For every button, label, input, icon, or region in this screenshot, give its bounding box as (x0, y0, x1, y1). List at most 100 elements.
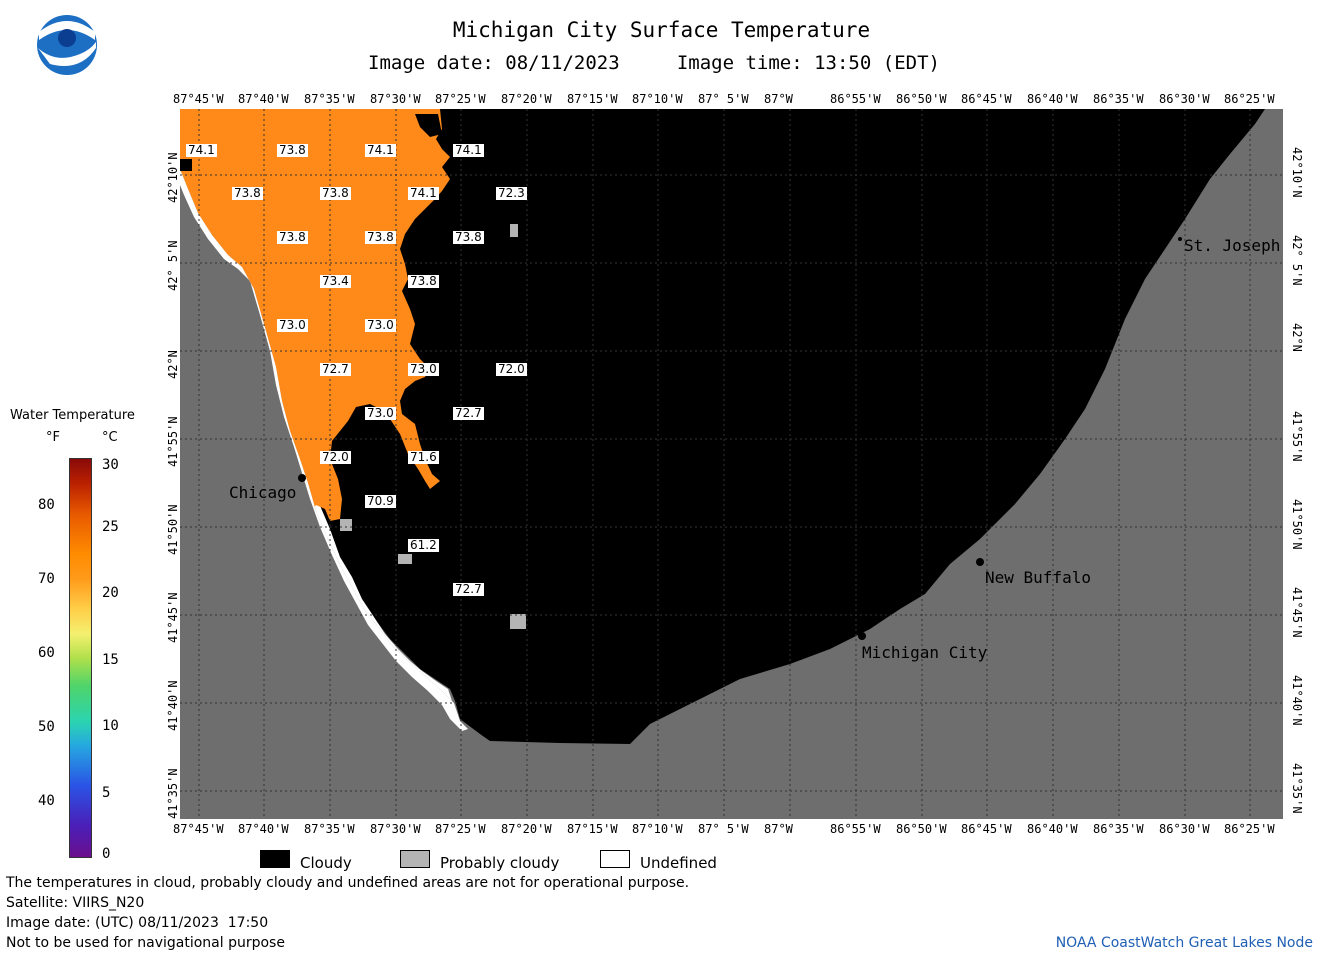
temperature-value-label: 73.8 (277, 230, 308, 244)
celsius-tick-label: 0 (102, 846, 111, 862)
longitude-label: 86°35'W (1093, 822, 1144, 836)
longitude-label: 87°W (764, 822, 793, 836)
longitude-label: 86°45'W (961, 822, 1012, 836)
longitude-label: 87° 5'W (698, 822, 749, 836)
key-swatch-probably-cloudy (400, 850, 430, 868)
temperature-value-label: 72.7 (320, 362, 351, 376)
page-title: Michigan City Surface Temperature (452, 18, 871, 42)
temperature-value-label: 74.1 (186, 143, 217, 157)
latitude-label: 42°N (166, 350, 180, 379)
longitude-label: 87°15'W (567, 822, 618, 836)
longitude-label: 87°35'W (304, 822, 355, 836)
latitude-label: 41°45'N (1290, 587, 1304, 638)
latitude-label: 42°10'N (166, 152, 180, 203)
city-label-chicago: Chicago (229, 483, 297, 502)
graticule (180, 109, 1283, 819)
longitude-label: 86°50'W (896, 822, 947, 836)
longitude-label: 87°25'W (435, 92, 486, 106)
credit-text: NOAA CoastWatch Great Lakes Node (1055, 935, 1313, 951)
cloud-patch (180, 159, 192, 171)
latitude-label: 42° 5'N (1290, 235, 1304, 286)
key-label-probably-cloudy: Probably cloudy (440, 854, 560, 872)
latitude-label: 41°55'N (166, 416, 180, 467)
celsius-tick-label: 10 (102, 718, 119, 734)
latitude-label: 41°35'N (1290, 763, 1304, 814)
longitude-label: 87°15'W (567, 92, 618, 106)
latitude-label: 42°N (1290, 323, 1304, 352)
fahrenheit-tick-label: 80 (38, 497, 55, 513)
city-label-michigan-city: Michigan City (862, 643, 988, 662)
key-swatch-undefined (600, 850, 630, 868)
longitude-label: 86°45'W (961, 92, 1012, 106)
fahrenheit-tick-label: 60 (38, 645, 55, 661)
temperature-value-label: 72.7 (453, 406, 484, 420)
longitude-label: 87°10'W (632, 92, 683, 106)
longitude-label: 87°35'W (304, 92, 355, 106)
temperature-value-label: 72.0 (496, 362, 527, 376)
legend-unit-c: °C (102, 430, 118, 445)
temperature-map (180, 109, 1283, 819)
temperature-value-label: 73.8 (365, 230, 396, 244)
latitude-label: 42°10'N (1290, 147, 1304, 198)
image-datetime: Image date: 08/11/2023 Image time: 13:50… (368, 52, 940, 74)
temperature-value-label: 73.0 (277, 318, 308, 332)
latitude-label: 41°50'N (1290, 499, 1304, 550)
cloud-cover-area (180, 109, 1265, 744)
probably-cloudy-patch (510, 224, 518, 237)
longitude-label: 86°25'W (1224, 822, 1275, 836)
key-label-cloudy: Cloudy (300, 854, 352, 872)
longitude-label: 87° 5'W (698, 92, 749, 106)
longitude-label: 87°40'W (238, 822, 289, 836)
temperature-value-label: 72.7 (453, 582, 484, 596)
temperature-value-label: 73.0 (365, 406, 396, 420)
latitude-label: 41°50'N (166, 504, 180, 555)
temperature-value-label: 74.1 (408, 186, 439, 200)
celsius-tick-label: 15 (102, 652, 119, 668)
longitude-label: 87°25'W (435, 822, 486, 836)
temperature-value-label: 73.8 (320, 186, 351, 200)
temperature-value-label: 72.0 (320, 450, 351, 464)
temperature-value-label: 73.0 (365, 318, 396, 332)
celsius-tick-label: 5 (102, 785, 111, 801)
longitude-label: 86°40'W (1027, 822, 1078, 836)
longitude-label: 87°45'W (173, 822, 224, 836)
cloud-patch (360, 539, 410, 609)
longitude-label: 86°50'W (896, 92, 947, 106)
city-label-new-buffalo: New Buffalo (985, 568, 1091, 587)
temperature-value-label: 71.6 (408, 450, 439, 464)
fahrenheit-tick-label: 70 (38, 571, 55, 587)
st-joseph-marker (1178, 237, 1182, 241)
satellite-text: Satellite: VIIRS_N20 (6, 895, 145, 911)
key-swatch-cloudy (260, 850, 290, 868)
temperature-value-label: 73.0 (408, 362, 439, 376)
longitude-label: 86°25'W (1224, 92, 1275, 106)
temperature-value-label: 73.8 (232, 186, 263, 200)
longitude-label: 86°40'W (1027, 92, 1078, 106)
cloud-patch (435, 429, 600, 579)
longitude-label: 87°10'W (632, 822, 683, 836)
longitude-label: 87°45'W (173, 92, 224, 106)
temperature-value-label: 73.4 (320, 274, 351, 288)
longitude-label: 87°20'W (501, 92, 552, 106)
longitude-label: 86°55'W (830, 822, 881, 836)
temperature-value-label: 73.8 (453, 230, 484, 244)
utc-date-text: Image date: (UTC) 08/11/2023 17:50 (6, 915, 269, 931)
temperature-value-label: 74.1 (365, 143, 396, 157)
longitude-label: 87°30'W (370, 822, 421, 836)
longitude-label: 86°55'W (830, 92, 881, 106)
longitude-label: 87°20'W (501, 822, 552, 836)
longitude-label: 87°W (764, 92, 793, 106)
navigation-warning-text: Not to be used for navigational purpose (6, 935, 285, 951)
longitude-label: 86°35'W (1093, 92, 1144, 106)
celsius-tick-label: 30 (102, 457, 119, 473)
celsius-tick-label: 25 (102, 519, 119, 535)
temperature-value-label: 70.9 (365, 494, 396, 508)
longitude-label: 86°30'W (1159, 92, 1210, 106)
latitude-label: 41°55'N (1290, 411, 1304, 462)
temperature-colorbar (69, 458, 92, 858)
latitude-label: 41°45'N (166, 592, 180, 643)
temperature-value-label: 73.8 (408, 274, 439, 288)
longitude-label: 87°30'W (370, 92, 421, 106)
celsius-tick-label: 20 (102, 585, 119, 601)
latitude-label: 41°40'N (166, 680, 180, 731)
